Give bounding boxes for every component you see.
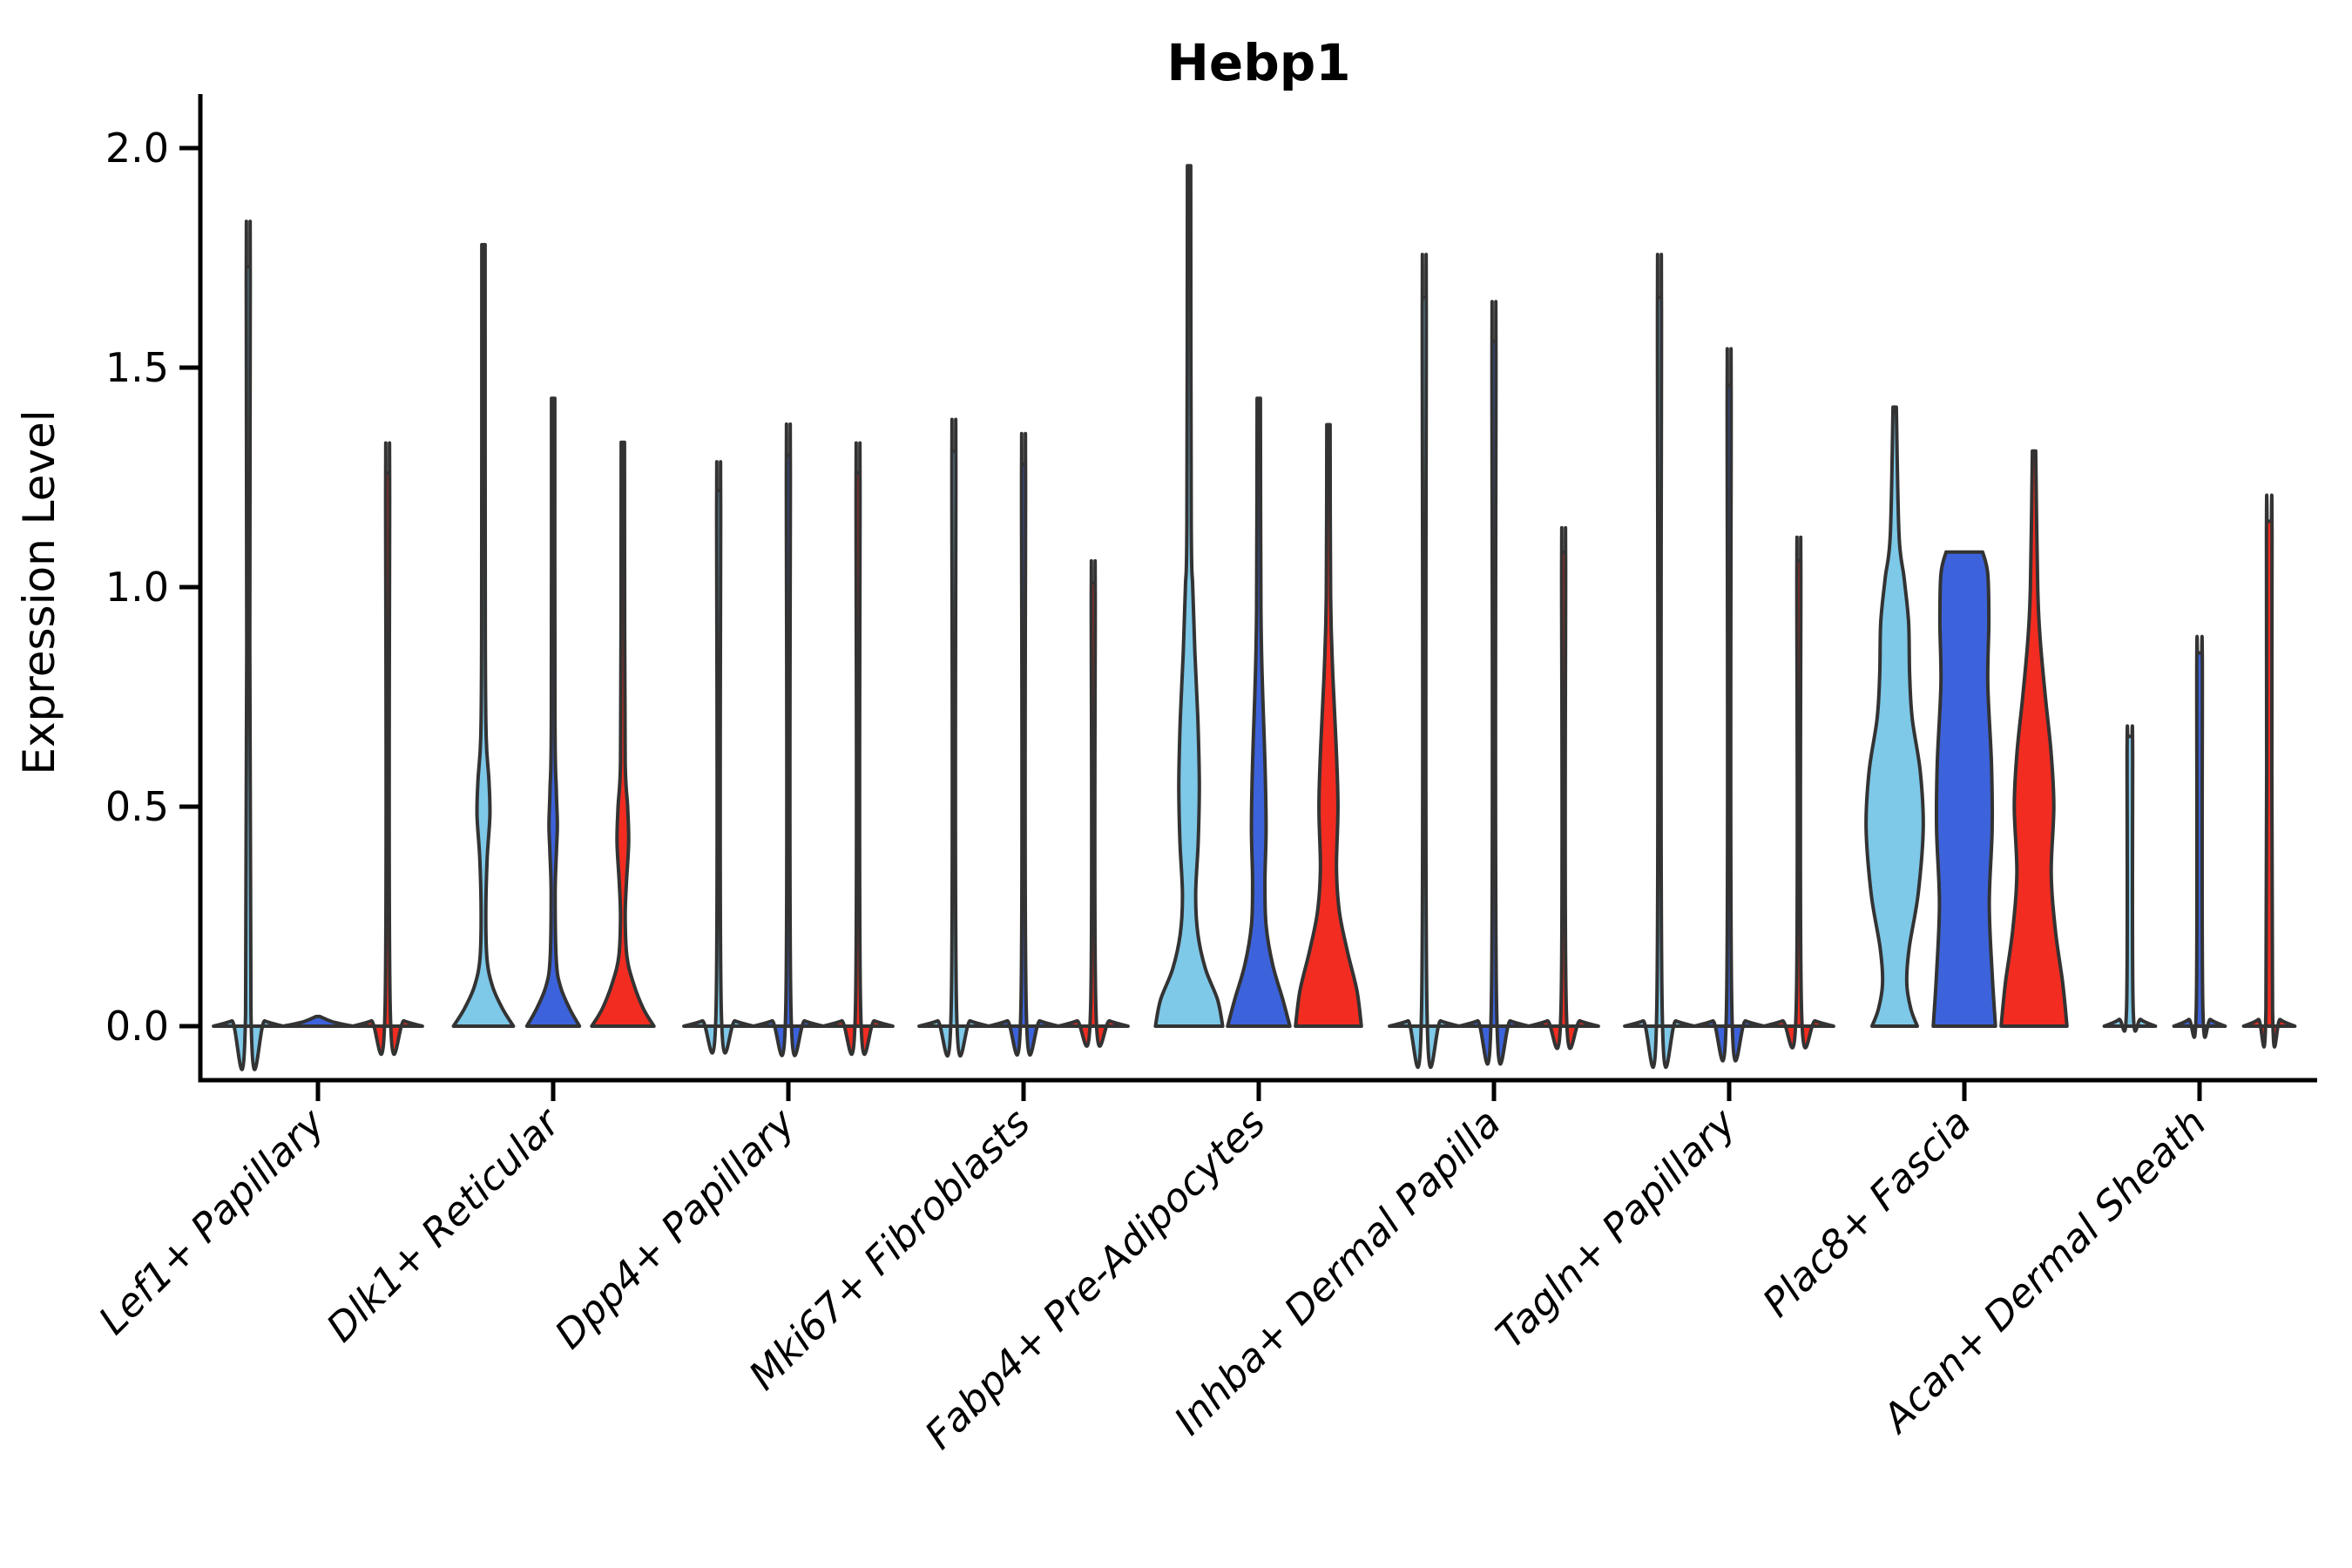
violin-5-3 xyxy=(1294,422,1363,1028)
violin-6-1 xyxy=(1388,253,1461,1070)
chart-title: Hebp1 xyxy=(1166,33,1350,92)
violin-9-3 xyxy=(2241,493,2297,1049)
violin-9-1 xyxy=(2102,724,2158,1033)
violin-8-2 xyxy=(1931,550,1997,1028)
violin-2-1 xyxy=(451,242,516,1028)
violin-7-1 xyxy=(1623,253,1696,1070)
violin-5-1 xyxy=(1153,164,1225,1028)
x-category-label: Lef1+ Papillary xyxy=(90,1098,335,1343)
violin-4-1 xyxy=(917,417,990,1058)
violin-6-3 xyxy=(1527,525,1600,1051)
y-tick-label: 2.0 xyxy=(105,125,169,172)
y-tick-label: 0.5 xyxy=(105,783,169,830)
violin-1-3 xyxy=(351,441,424,1057)
violin-1-2 xyxy=(281,1014,355,1028)
x-category-label: Tagln+ Papillary xyxy=(1487,1098,1746,1357)
violin-6-2 xyxy=(1457,300,1531,1066)
violin-7-3 xyxy=(1762,535,1835,1050)
x-category-label: Plac8+ Fascia xyxy=(1754,1099,1980,1326)
y-tick-label: 1.0 xyxy=(105,564,169,611)
violin-2-3 xyxy=(590,440,656,1028)
violins-layer xyxy=(212,164,2297,1071)
x-category-label: Dlk1+ Reticular xyxy=(317,1098,570,1351)
y-axis-title: Expression Level xyxy=(14,409,64,774)
violin-4-2 xyxy=(987,431,1060,1057)
violin-3-1 xyxy=(682,460,755,1055)
violin-7-2 xyxy=(1693,347,1766,1063)
violin-1-1 xyxy=(212,220,285,1071)
y-tick-label: 1.5 xyxy=(105,344,169,391)
violin-5-2 xyxy=(1226,396,1292,1028)
violin-9-2 xyxy=(2172,634,2227,1039)
violin-4-3 xyxy=(1057,558,1130,1048)
violin-8-3 xyxy=(1999,449,2069,1028)
violin-2-2 xyxy=(524,396,582,1028)
x-category-label: Dpp4+ Papillary xyxy=(546,1098,805,1357)
violin-8-1 xyxy=(1864,405,1925,1028)
violin-3-2 xyxy=(752,422,825,1058)
violin-3-3 xyxy=(821,441,895,1057)
y-tick-label: 0.0 xyxy=(105,1003,169,1050)
